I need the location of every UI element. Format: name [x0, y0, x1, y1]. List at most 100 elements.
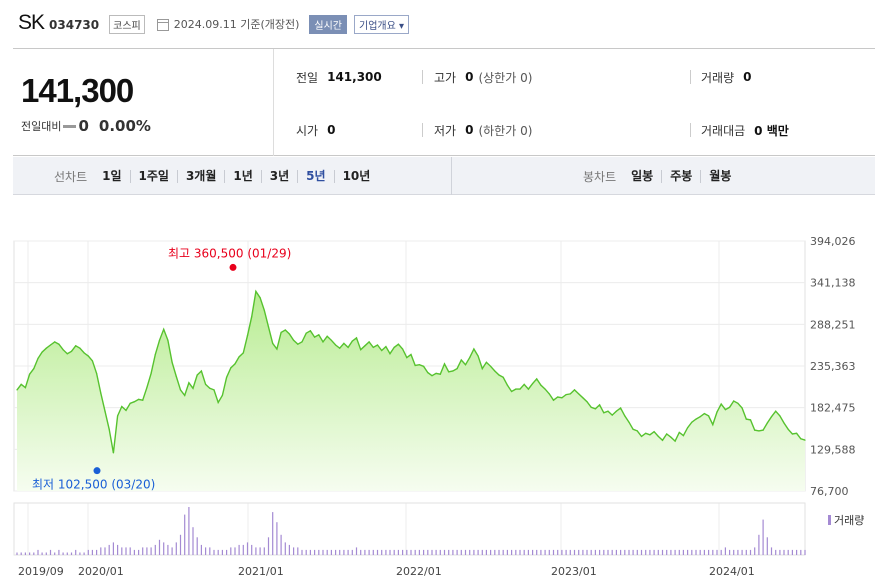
volume-bar — [443, 549, 446, 555]
volume-bar — [502, 549, 504, 555]
price-point — [682, 435, 685, 437]
divider — [422, 123, 423, 137]
volume-bar — [640, 549, 643, 555]
price-point — [469, 357, 471, 359]
volume-bar — [196, 537, 198, 555]
price-point — [439, 373, 441, 375]
period-1w[interactable]: 1주일 — [129, 170, 177, 183]
price-point — [238, 356, 240, 358]
volume-bar — [112, 542, 114, 555]
change-row: 전일대비 0 0.00% — [21, 117, 151, 135]
price-point — [397, 343, 399, 345]
price-point — [184, 394, 186, 396]
volume-bar — [716, 549, 718, 555]
price-point — [150, 372, 152, 374]
price-point — [678, 431, 680, 434]
period-10y[interactable]: 10년 — [333, 170, 379, 183]
realtime-button[interactable]: 실시간 — [309, 14, 348, 34]
high-label: 고가 — [434, 70, 457, 85]
price-point — [498, 374, 500, 376]
period-1y[interactable]: 1년 — [224, 170, 260, 183]
price-point — [800, 438, 802, 440]
volume-bar — [87, 549, 89, 555]
volume-bar — [519, 549, 521, 555]
price-point — [234, 363, 236, 365]
price-point — [309, 330, 311, 332]
volume-bar — [360, 549, 362, 555]
price-point — [716, 411, 718, 413]
volume-bar — [117, 544, 119, 555]
price-point — [104, 410, 106, 412]
volume-bar — [41, 552, 43, 555]
extreme-markers: 최고 360,500 (01/29) 최저 102,500 (03/20) — [32, 246, 291, 491]
candle-daily[interactable]: 일봉 — [631, 169, 654, 183]
volume-bar — [691, 549, 693, 555]
volume-bar — [687, 549, 689, 555]
price-point — [653, 431, 655, 433]
period-5y[interactable]: 5년 — [297, 170, 333, 183]
price-point — [96, 372, 98, 374]
price-point — [670, 436, 672, 438]
price-point — [364, 345, 366, 347]
volume-bar — [251, 544, 253, 555]
price-point — [485, 361, 487, 363]
volume-bar — [762, 519, 764, 555]
volume-bar — [804, 549, 806, 555]
price-point — [293, 339, 295, 341]
period-3y[interactable]: 3년 — [260, 170, 297, 183]
price-point — [406, 357, 408, 359]
volume-bar — [29, 552, 31, 555]
price-point — [565, 394, 567, 396]
y-tick-label: 235,363 — [810, 360, 856, 373]
x-tick-label: 2024/01 — [709, 565, 755, 578]
price-point — [221, 394, 223, 396]
x-tick-label: 2023/01 — [551, 565, 597, 578]
volume-bar — [213, 549, 215, 555]
candle-monthly[interactable]: 월봉 — [700, 170, 739, 183]
volume-bar — [737, 549, 739, 555]
candle-chart-title: 봉차트 — [583, 170, 617, 184]
prev-close-value: 141,300 — [327, 70, 382, 84]
price-point — [318, 334, 320, 336]
price-point — [699, 416, 701, 418]
price-point — [615, 410, 618, 412]
price-point — [775, 410, 777, 412]
price-point — [582, 397, 584, 399]
price-point — [117, 415, 119, 417]
line-chart-title: 선차트 — [54, 170, 88, 184]
price-point — [272, 342, 274, 344]
price-point — [640, 435, 643, 437]
price-point — [506, 384, 508, 386]
volume-bar — [70, 552, 73, 555]
price-point — [796, 432, 798, 434]
volume-bar — [703, 549, 705, 555]
volume-bar — [611, 549, 613, 555]
line-chart-periods: 선차트 1일 1주일 3개월 1년 3년 5년 10년 — [54, 168, 378, 185]
chart-period-bar: 선차트 1일 1주일 3개월 1년 3년 5년 10년 봉차트 일봉 주봉 월봉 — [13, 157, 875, 195]
price-point — [133, 401, 135, 403]
volume-bar — [284, 542, 286, 555]
price-point — [674, 440, 676, 442]
price-point — [804, 439, 806, 441]
volume-bar — [452, 549, 454, 555]
price-point — [393, 346, 395, 348]
price-summary: 141,300 전일대비 0 0.00% 전일 141,300 고가 0 (상한… — [13, 48, 875, 156]
price-point — [540, 384, 542, 386]
volume-bar — [490, 549, 492, 555]
volume-bar — [259, 547, 261, 555]
volume-bar — [733, 549, 735, 555]
trade-amount: 거래대금 0 백만 — [701, 121, 789, 139]
price-point — [611, 414, 613, 416]
period-3m[interactable]: 3개월 — [176, 170, 224, 183]
price-point — [590, 406, 592, 408]
price-point — [389, 353, 391, 355]
company-info-dropdown[interactable]: 기업개요 ▾ — [354, 14, 410, 34]
volume-bar — [414, 549, 416, 555]
price-point — [125, 409, 127, 411]
period-1d[interactable]: 1일 — [102, 169, 122, 183]
volume-bar — [100, 547, 102, 555]
volume-bar — [200, 544, 202, 555]
volume-bar — [775, 549, 777, 555]
candle-weekly[interactable]: 주봉 — [661, 170, 700, 183]
price-point — [108, 428, 110, 430]
